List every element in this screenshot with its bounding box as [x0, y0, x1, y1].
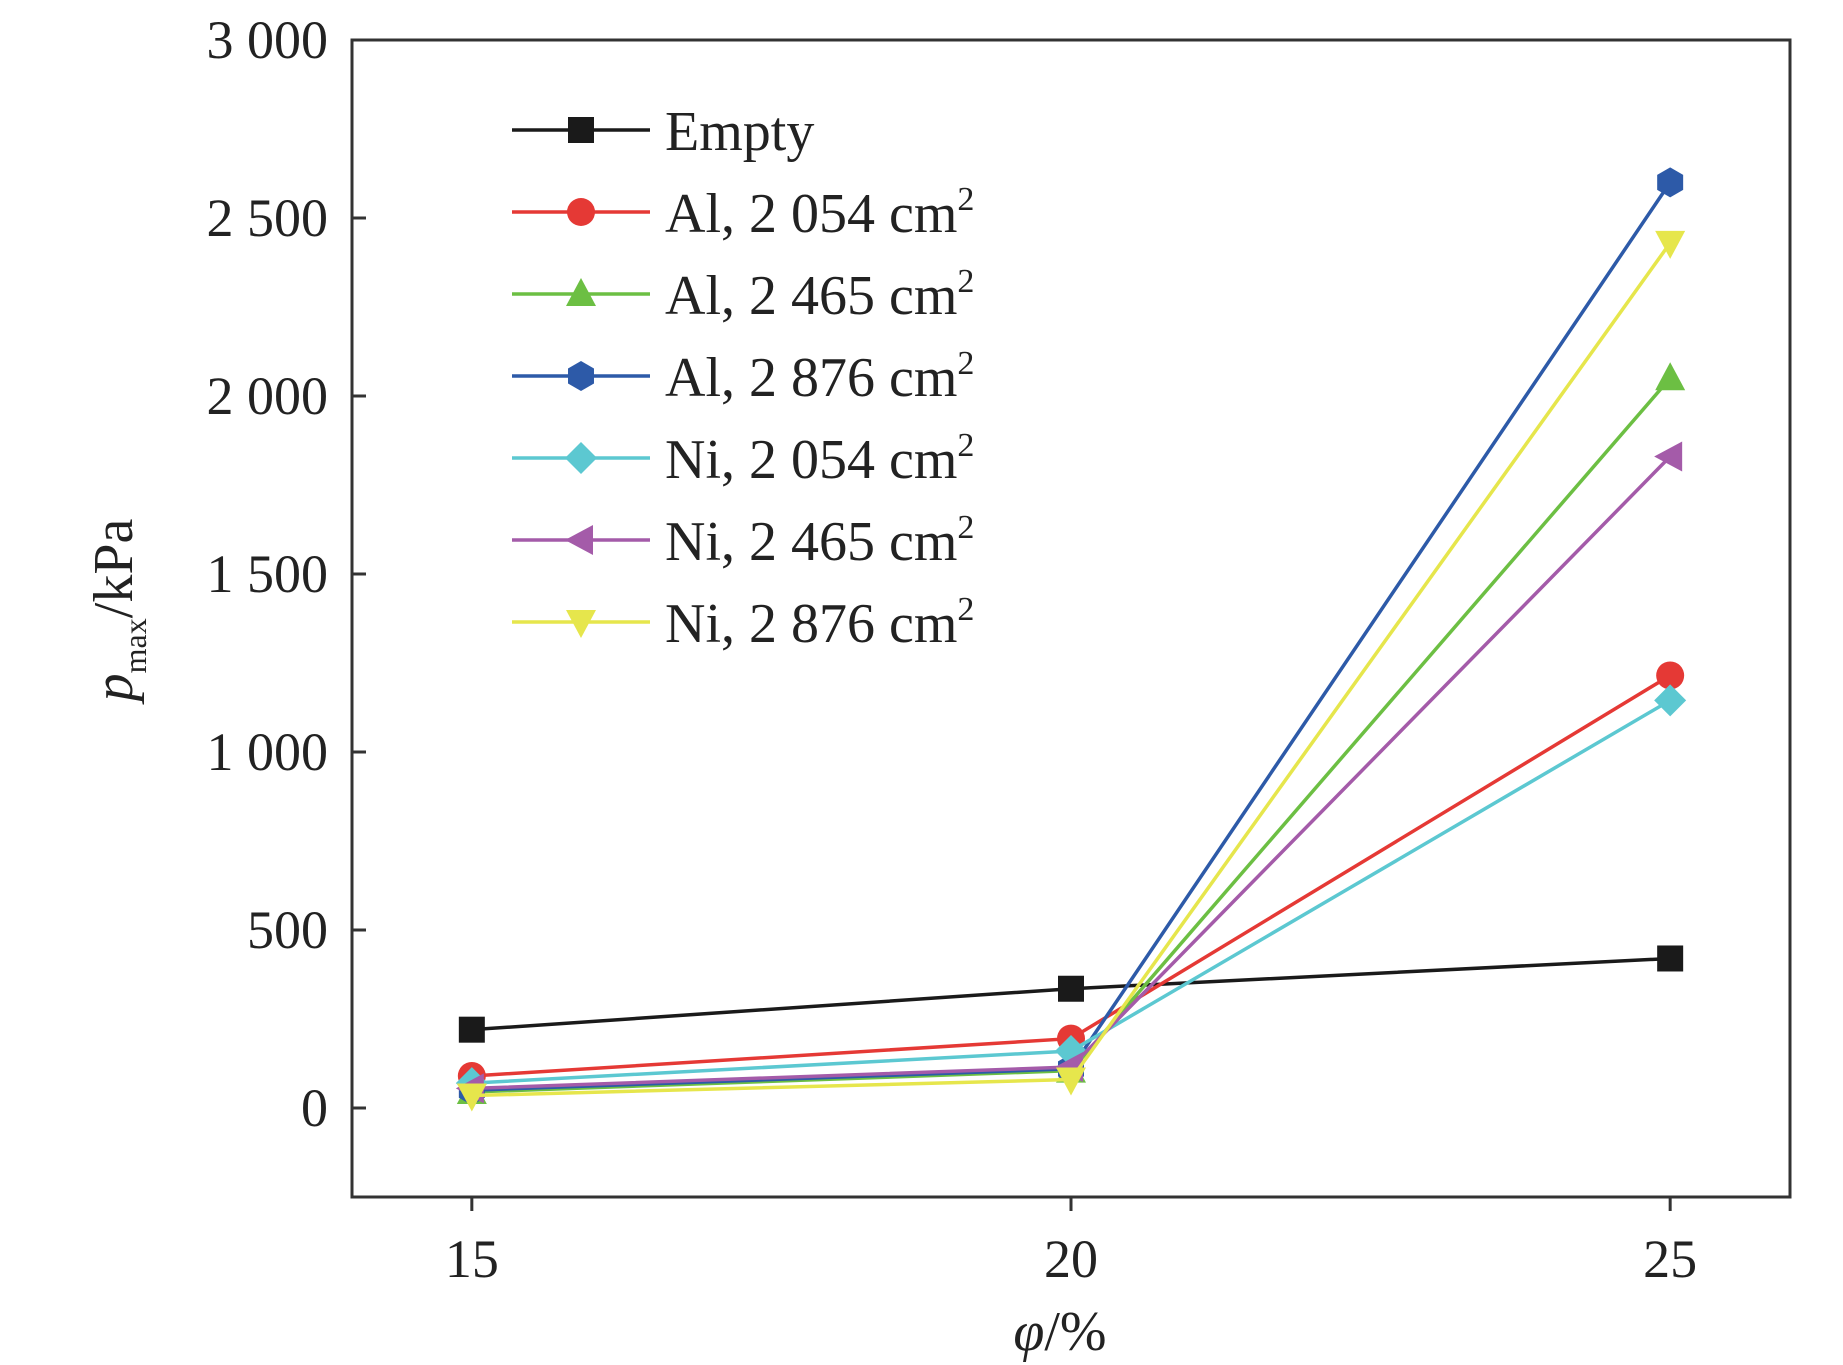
y-tick-label: 1 000: [207, 722, 329, 782]
data-point: [456, 1083, 487, 1112]
x-axis-unit: /%: [1044, 1301, 1106, 1363]
legend-item: Al, 2 054 cm2: [512, 181, 974, 245]
series-3: [458, 167, 1684, 1106]
y-axis-unit: /kPa: [83, 519, 145, 619]
y-tick-label: 2 500: [207, 188, 329, 248]
legend-label: Al, 2 465 cm2: [665, 263, 974, 327]
y-tick-label: 1 500: [207, 544, 329, 604]
data-point: [1056, 1067, 1086, 1096]
legend-item: Ni, 2 876 cm2: [512, 591, 974, 655]
data-point: [1654, 441, 1683, 472]
series-layer: [455, 167, 1687, 1112]
legend-item: Ni, 2 465 cm2: [512, 509, 974, 573]
legend-label: Empty: [665, 101, 814, 163]
series-0: [458, 945, 1684, 1043]
legend-marker: [565, 442, 597, 474]
y-tick-label: 3 000: [207, 10, 329, 70]
data-point: [1656, 661, 1685, 690]
legend-label: Al, 2 876 cm2: [665, 345, 974, 409]
y-tick-label: 0: [301, 1078, 328, 1138]
y-axis-symbol: p: [83, 673, 145, 705]
data-point: [1657, 945, 1684, 972]
legend: Empty Al, 2 054 cm2 Al, 2 465 cm2 Al, 2 876…: [512, 101, 974, 655]
y-tick-label: 500: [247, 900, 328, 960]
x-tick-label: 15: [445, 1229, 499, 1289]
data-point: [458, 1016, 485, 1043]
data-point: [1655, 362, 1686, 391]
series-6: [456, 230, 1686, 1112]
legend-label: Ni, 2 876 cm2: [665, 591, 974, 655]
legend-marker: [567, 198, 595, 226]
data-point: [1654, 684, 1687, 717]
legend-marker: [566, 278, 596, 306]
legend-label: Al, 2 054 cm2: [665, 181, 974, 245]
legend-marker: [565, 525, 593, 555]
y-tick-label: 2 000: [207, 366, 329, 426]
legend-item: Ni, 2 054 cm2: [512, 427, 974, 491]
legend-marker: [568, 117, 594, 143]
legend-marker: [568, 361, 594, 391]
x-axis-symbol: φ: [1013, 1301, 1044, 1363]
series-line: [471, 181, 1672, 1092]
x-axis-title: φ/%: [1013, 1301, 1106, 1363]
data-point: [1058, 975, 1084, 1002]
x-tick-label: 25: [1643, 1229, 1697, 1289]
series-1: [457, 661, 1685, 1090]
series-4: [455, 684, 1687, 1100]
y-axis-title: pmax/kPa: [83, 519, 153, 706]
legend-label: Ni, 2 054 cm2: [665, 427, 974, 491]
y-axis-subscript: max: [117, 618, 153, 673]
legend-marker: [566, 610, 596, 638]
axis-ticks: 0 500 1 000 1 500 2 000 2 500 3 000 15 20 25: [207, 10, 1698, 1289]
legend-item: Al, 2 465 cm2: [512, 263, 974, 327]
data-point: [1657, 167, 1684, 198]
legend-item: Al, 2 876 cm2: [512, 345, 974, 409]
legend-item: Empty: [512, 101, 814, 163]
legend-label: Ni, 2 465 cm2: [665, 509, 974, 573]
data-point: [1655, 230, 1686, 259]
x-tick-label: 20: [1044, 1229, 1098, 1289]
